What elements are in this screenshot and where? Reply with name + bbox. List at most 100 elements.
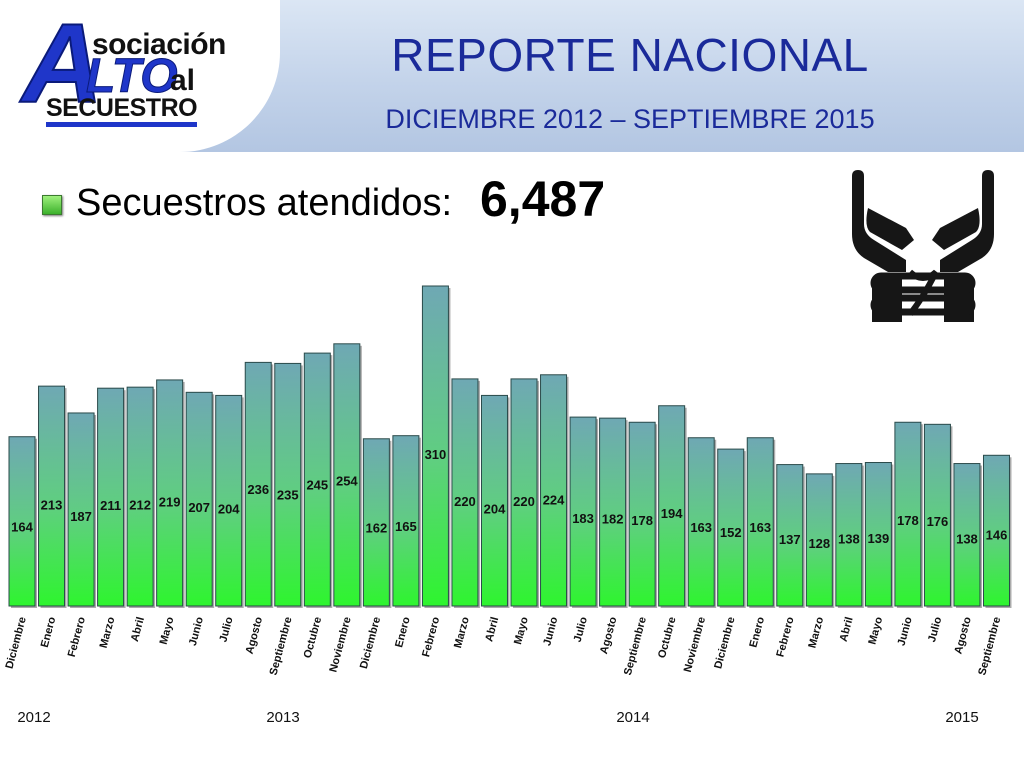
category-label: Abril xyxy=(483,616,501,643)
bar-value-label: 194 xyxy=(661,506,683,521)
bar-value-label: 245 xyxy=(306,478,328,493)
bar-value-label: 162 xyxy=(366,520,388,535)
bar-value-label: 146 xyxy=(986,528,1008,543)
category-label: Julio xyxy=(572,615,590,643)
bar-value-label: 187 xyxy=(70,509,92,524)
bar xyxy=(392,435,420,607)
year-label: 2013 xyxy=(266,709,299,726)
year-label: 2015 xyxy=(945,709,978,726)
category-label: Junio xyxy=(187,615,206,647)
bar-value-label: 220 xyxy=(454,494,476,509)
bar xyxy=(215,394,243,607)
category-label: Noviembre xyxy=(682,616,708,674)
bar xyxy=(776,464,804,607)
category-label: Diciembre xyxy=(358,616,383,670)
monthly-bar-chart: 164 213 187 211 212 219 207 204 236 235 245 254 162 1… xyxy=(4,285,1012,726)
category-label: Abril xyxy=(129,616,147,643)
bar-value-label: 211 xyxy=(100,498,121,513)
bar-value-label: 165 xyxy=(395,519,417,534)
category-label: Octubre xyxy=(656,616,679,660)
bar xyxy=(126,386,154,607)
bar xyxy=(894,421,922,607)
category-label: Diciembre xyxy=(4,616,29,670)
asociacion-alto-al-secuestro-logo: A sociación LTO al SECUESTRO xyxy=(21,1,226,127)
page-title: REPORTE NACIONAL xyxy=(391,29,869,81)
bar xyxy=(805,473,833,607)
bar-value-label: 163 xyxy=(749,520,771,535)
bar xyxy=(38,385,66,607)
bar xyxy=(97,387,125,607)
category-label: Enero xyxy=(747,615,767,648)
category-label: Julio xyxy=(926,615,944,643)
category-label: Junio xyxy=(896,615,915,647)
category-label: Mayo xyxy=(158,615,177,646)
logo-letter-a: A xyxy=(21,1,104,126)
bar xyxy=(687,437,715,607)
bar xyxy=(451,378,479,607)
category-label: Septiembre xyxy=(268,616,295,677)
category-label: Septiembre xyxy=(622,616,649,677)
bar xyxy=(923,423,951,607)
bar xyxy=(658,405,686,607)
bar xyxy=(746,437,774,607)
bar-value-label: 138 xyxy=(956,531,978,546)
category-label: Septiembre xyxy=(976,616,1003,677)
total-value: 6,487 xyxy=(480,171,606,227)
bar xyxy=(717,448,745,607)
category-label: Mayo xyxy=(866,615,885,646)
category-label: Marzo xyxy=(98,615,118,649)
green-square-bullet-icon xyxy=(42,195,62,215)
bar xyxy=(67,412,95,607)
bar xyxy=(8,436,36,607)
logo-text-lto: LTO xyxy=(86,50,179,103)
bar-value-label: 182 xyxy=(602,511,624,526)
bar-value-label: 235 xyxy=(277,487,299,502)
bar-value-label: 254 xyxy=(336,473,358,488)
bar xyxy=(540,374,568,607)
bar xyxy=(185,391,213,607)
logo-text-al: al xyxy=(170,64,196,97)
bar-value-label: 310 xyxy=(425,447,447,462)
bar xyxy=(156,379,184,607)
bar-value-label: 207 xyxy=(188,500,210,515)
logo-text-sociacion: sociación xyxy=(92,28,226,61)
bar xyxy=(599,417,627,607)
bar-value-label: 138 xyxy=(838,531,860,546)
bar xyxy=(362,438,390,607)
bar-value-label: 212 xyxy=(129,498,151,513)
year-label: 2012 xyxy=(17,709,50,726)
bar xyxy=(303,352,331,607)
category-label: Junio xyxy=(541,615,560,647)
category-label: Abril xyxy=(838,616,856,643)
bar xyxy=(835,463,863,607)
handcuffed-hands-icon xyxy=(852,170,994,322)
bar-value-label: 152 xyxy=(720,525,742,540)
bar-value-label: 183 xyxy=(572,511,594,526)
bar xyxy=(569,416,597,607)
category-label: Febrero xyxy=(774,615,796,658)
category-label: Febrero xyxy=(420,615,442,658)
bar xyxy=(510,378,538,607)
category-label: Octubre xyxy=(302,616,325,660)
category-label: Marzo xyxy=(806,615,826,649)
bar-value-label: 176 xyxy=(927,514,949,529)
bar xyxy=(864,462,892,607)
bar-value-label: 139 xyxy=(868,531,890,546)
bar xyxy=(480,394,508,607)
bar-value-label: 128 xyxy=(808,536,830,551)
bar xyxy=(333,343,361,607)
logo-panel: A sociación LTO al SECUESTRO xyxy=(0,0,280,152)
bar xyxy=(953,463,981,607)
bar-value-label: 213 xyxy=(41,497,63,512)
bar-value-label: 204 xyxy=(218,501,240,516)
logo-text-secuestro: SECUESTRO xyxy=(46,94,198,127)
category-label: Mayo xyxy=(512,615,531,646)
bar-value-label: 137 xyxy=(779,532,801,547)
category-label: Agosto xyxy=(244,615,265,655)
category-label: Agosto xyxy=(598,615,619,655)
bar-value-label: 178 xyxy=(897,513,919,528)
total-label: Secuestros atendidos: xyxy=(76,182,453,224)
category-label: Julio xyxy=(217,615,235,643)
bar-value-label: 236 xyxy=(247,482,269,497)
bar-value-label: 224 xyxy=(543,492,565,507)
